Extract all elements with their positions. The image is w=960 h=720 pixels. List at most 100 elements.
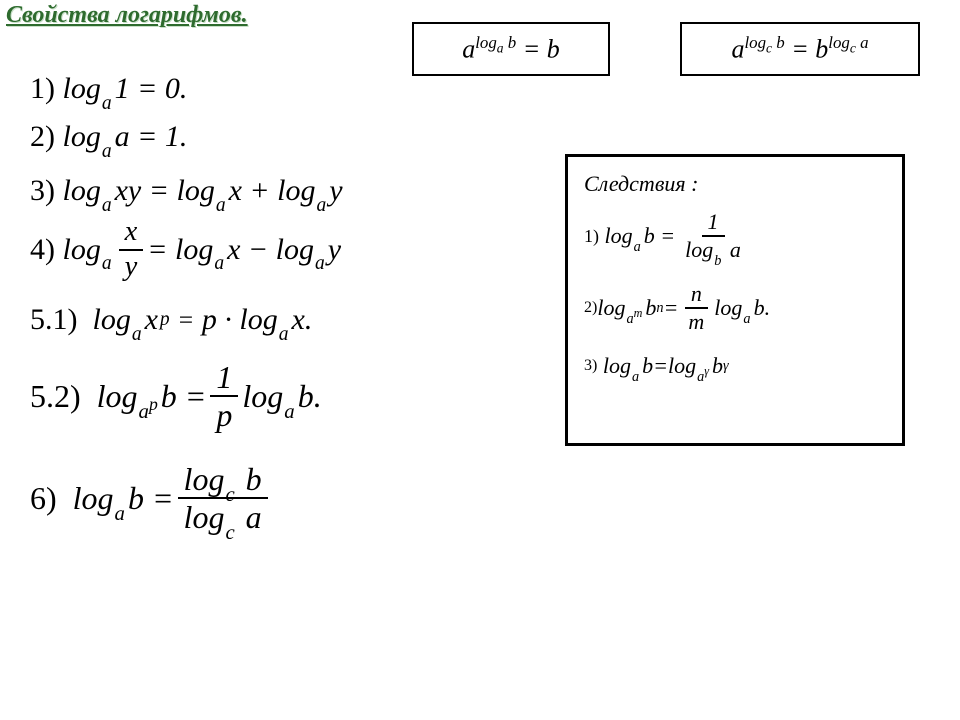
- r52-log: log: [97, 378, 138, 415]
- r2-eq: =: [137, 120, 157, 154]
- c1-num: 1): [584, 226, 599, 247]
- identity-box-a: alogab=b: [412, 22, 610, 76]
- r3-t1base: a: [216, 195, 226, 217]
- r52-fn: 1: [210, 359, 238, 397]
- c2-fd: m: [682, 309, 710, 335]
- ibA-exparg: b: [508, 33, 516, 52]
- ibB-lbase: a: [731, 35, 744, 64]
- ibB-rbase: b: [815, 35, 828, 64]
- c1-eq: =: [660, 223, 675, 249]
- r4-t2log: log: [276, 233, 314, 267]
- c1-fdarg: a: [730, 237, 741, 262]
- c3-arg1: b: [642, 353, 653, 379]
- r4-t2arg: y: [328, 233, 341, 267]
- r51-targ: x: [291, 303, 304, 337]
- r1-base: a: [102, 93, 112, 115]
- page-title: Свойства логарифмов.: [6, 2, 248, 29]
- r6-fnarg: b: [246, 461, 262, 497]
- c2-tbase: a: [743, 311, 750, 328]
- r4-base: a: [102, 253, 112, 275]
- r52-tlog: log: [242, 378, 283, 415]
- r6-fnlog: log: [184, 463, 225, 495]
- r3-base: a: [102, 195, 112, 217]
- rule-1: 1) loga 1 = 0.: [30, 72, 550, 106]
- c3-arg2exp: γ: [723, 358, 729, 374]
- r52-targ: b: [298, 378, 314, 415]
- r3-t1log: log: [176, 174, 214, 208]
- ibA-log: log: [475, 33, 497, 52]
- rule-1-num: 1): [30, 72, 55, 106]
- rule-4-num: 4): [30, 233, 55, 267]
- corollary-1: 1) loga b = 1 logb a: [584, 209, 886, 263]
- r3-t1arg: x: [229, 174, 242, 208]
- r6-fdarg: a: [246, 499, 262, 535]
- c2-log: log: [597, 295, 625, 321]
- r6-arg: b: [128, 480, 144, 517]
- r3-log: log: [63, 174, 101, 208]
- c1-base: a: [634, 239, 641, 256]
- rule-6-num: 6): [30, 480, 57, 517]
- r51-eq: =: [177, 305, 194, 335]
- c3-log2: log: [668, 353, 696, 379]
- c3-log1: log: [603, 353, 631, 379]
- c2-targ: b: [754, 295, 765, 321]
- r6-base: a: [115, 502, 125, 526]
- r51-log: log: [93, 303, 131, 337]
- r6-log: log: [73, 480, 114, 517]
- r3-arg: xy: [115, 174, 142, 208]
- r51-p: p: [202, 303, 217, 337]
- corollaries-title: Следствия :: [584, 171, 886, 197]
- rule-3-num: 3): [30, 174, 55, 208]
- r4-fracd: y: [119, 251, 144, 284]
- rule-4: 4) loga x y = loga x − loga y: [30, 216, 550, 283]
- ibB-llog: log: [744, 33, 766, 52]
- r4-fracn: x: [119, 216, 144, 251]
- ibB-rlog: log: [828, 33, 850, 52]
- r4-t1arg: x: [227, 233, 240, 267]
- r51-base: a: [132, 324, 142, 346]
- r51-cdot: ·: [224, 303, 232, 337]
- r4-t1log: log: [175, 233, 213, 267]
- r51-exp: p: [160, 309, 170, 330]
- r6-eq: =: [152, 480, 174, 517]
- ibA-base: a: [462, 35, 475, 64]
- c1-arg: b: [644, 223, 655, 249]
- r51-tbase: a: [279, 324, 289, 346]
- r1-eq: =: [137, 72, 157, 106]
- r51-tlog: log: [239, 303, 277, 337]
- r4-minus: −: [248, 233, 268, 267]
- r3-eq: =: [149, 174, 169, 208]
- r4-log: log: [63, 233, 101, 267]
- rule-2-num: 2): [30, 120, 55, 154]
- c2-eq: =: [664, 295, 679, 321]
- rule-51-num: 5.1): [30, 303, 78, 337]
- corollaries-box: Следствия : 1) loga b = 1 logb a 2) loga…: [565, 154, 905, 446]
- ibB-rlogbase: c: [850, 41, 856, 56]
- c1-fn: 1: [702, 209, 725, 237]
- r52-eq: =: [185, 378, 207, 415]
- identity-box-b: alogcb=blogca: [680, 22, 920, 76]
- r1-log: log: [63, 72, 101, 106]
- c2-base: a: [626, 311, 633, 327]
- ibB-llogbase: c: [766, 41, 772, 56]
- c3-base1: a: [632, 369, 639, 386]
- rule-5-1: 5.1) loga xp = p · loga x.: [30, 303, 550, 337]
- r4-t1base: a: [214, 253, 224, 275]
- r3-t2log: log: [277, 174, 315, 208]
- c1-log: log: [605, 223, 633, 249]
- r2-dot: .: [180, 120, 188, 154]
- r52-tbase: a: [284, 400, 294, 424]
- r2-arg: a: [115, 120, 130, 154]
- r2-log: log: [63, 120, 101, 154]
- corollary-3: 3) loga b = logaγ bγ: [584, 353, 886, 379]
- rule-52-num: 5.2): [30, 378, 81, 415]
- c1-fdbase: b: [714, 254, 721, 268]
- corollary-2: 2) logam bn = n m loga b.: [584, 281, 886, 335]
- r52-base: a: [139, 400, 149, 423]
- r1-dot: .: [180, 72, 188, 106]
- rule-5-2: 5.2) logap b = 1 p loga b.: [30, 359, 550, 433]
- c2-arg: b: [645, 295, 656, 321]
- c2-bexp: m: [634, 306, 643, 320]
- rule-6: 6) loga b = logc b logc a: [30, 461, 550, 535]
- r51-end: .: [305, 303, 313, 337]
